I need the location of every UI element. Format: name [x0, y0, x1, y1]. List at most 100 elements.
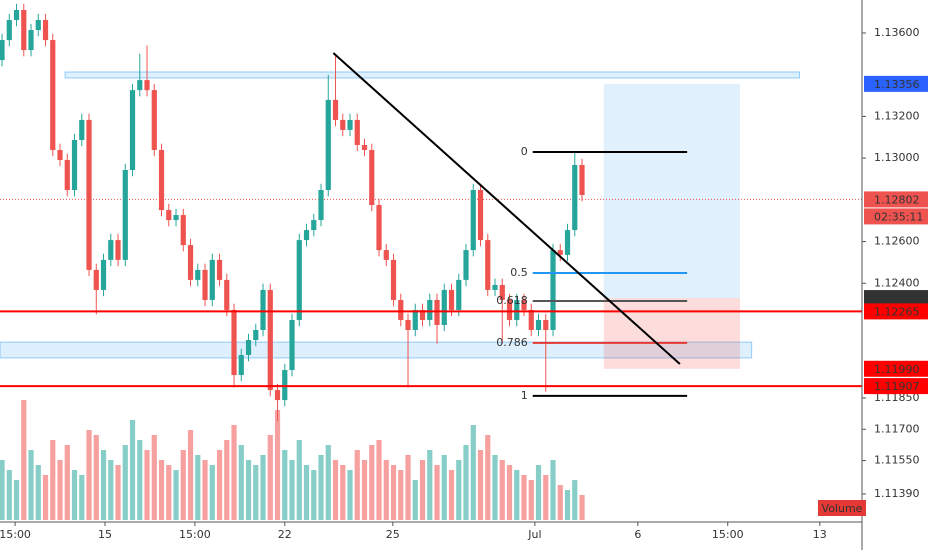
candle-body	[173, 215, 179, 221]
candle-body	[361, 144, 368, 150]
zone	[0, 341, 753, 359]
countdown-bg	[864, 208, 928, 225]
volume-bar	[245, 460, 252, 520]
candle-body	[144, 80, 150, 91]
volume-bar	[383, 460, 389, 520]
candle-body	[448, 289, 455, 310]
candle-body	[572, 164, 578, 231]
volume-bar	[93, 435, 99, 520]
volume-bar	[543, 475, 549, 520]
candle-body	[158, 149, 165, 211]
volume-bar	[35, 465, 41, 520]
volume-bar	[115, 465, 121, 520]
volume-bar	[296, 440, 302, 520]
volume-bar	[180, 450, 186, 520]
volume-bar	[398, 470, 404, 520]
candle-body	[477, 190, 484, 241]
profit-zone	[603, 83, 741, 299]
candle-body	[535, 319, 542, 330]
candle-body	[354, 119, 360, 145]
volume-bar	[71, 470, 78, 520]
candle-body	[427, 299, 433, 320]
candle-body	[463, 250, 469, 280]
candle-body	[441, 289, 447, 325]
candle-body	[260, 289, 266, 330]
level-tag-label: 1.12265	[874, 305, 920, 318]
candle-body	[115, 240, 121, 260]
candle-body	[6, 20, 12, 41]
trend-line	[332, 52, 681, 365]
candle-body	[296, 240, 302, 320]
candle-body	[35, 20, 41, 31]
fib-label: 0.786	[496, 336, 528, 349]
candle-body	[325, 99, 331, 191]
volume-bar	[340, 465, 346, 520]
volume-bar	[216, 450, 223, 520]
x-tick-label: 13	[813, 528, 827, 541]
candle-body	[231, 309, 237, 376]
candle-body	[245, 339, 252, 356]
volume-bar	[485, 435, 491, 520]
candle-body	[398, 299, 404, 320]
volume-bar	[137, 440, 143, 520]
volume-bar	[390, 465, 397, 520]
candle-body	[528, 309, 534, 330]
volume-bar	[557, 485, 563, 520]
fib-label: 0	[521, 145, 528, 158]
y-tick-label: 1.13600	[874, 26, 920, 39]
candle-body	[419, 309, 426, 320]
volume-bar	[0, 460, 5, 520]
volume-bar	[535, 465, 542, 520]
level-tag	[864, 303, 928, 320]
candle-body	[550, 250, 556, 330]
candle-body	[137, 80, 143, 91]
volume-bar	[260, 455, 266, 520]
candle-body	[108, 240, 114, 260]
volume-bar	[448, 470, 455, 520]
volume-bar	[412, 480, 418, 520]
candle-body	[187, 245, 194, 280]
candle-body	[303, 230, 310, 241]
candle-body	[180, 215, 186, 246]
volume-bar	[427, 450, 433, 520]
volume-bar	[253, 465, 259, 520]
volume-bar	[202, 460, 208, 520]
volume-bar	[238, 445, 244, 520]
entry-tag-label: 1.12329	[874, 292, 920, 305]
target-tag	[864, 75, 928, 92]
volume-bar	[28, 450, 34, 520]
volume-bar	[506, 465, 513, 520]
volume-bar	[129, 420, 136, 520]
volume-bar	[470, 425, 476, 520]
volume-bar	[187, 430, 194, 520]
candle-body	[492, 284, 498, 290]
volume-bar	[564, 490, 571, 520]
candle-body	[347, 119, 353, 130]
candle-body	[122, 169, 128, 260]
candle-body	[543, 319, 549, 330]
candle-body	[86, 119, 92, 270]
stop-tag	[864, 360, 928, 377]
candle-body	[129, 90, 136, 170]
y-tick-label: 1.12600	[874, 235, 920, 248]
candle-body	[216, 259, 223, 280]
candle-body	[57, 149, 63, 160]
candle-body	[499, 284, 505, 300]
candle-body	[209, 259, 215, 300]
x-tick-label: 15	[98, 528, 112, 541]
candle-body	[0, 40, 5, 61]
candle-body	[557, 250, 563, 255]
fib-label: 1	[521, 389, 528, 402]
level-tag-label: 1.11907	[874, 380, 920, 393]
volume-bar	[122, 445, 128, 520]
fib-label: 0.618	[496, 294, 528, 307]
x-tick-label: 6	[634, 528, 641, 541]
volume-bar	[6, 470, 12, 520]
candle-body	[202, 269, 208, 300]
volume-bar	[514, 470, 520, 520]
countdown: 02:35:11	[874, 210, 923, 223]
x-tick-label: 15:00	[0, 528, 31, 541]
y-tick-label: 1.11700	[874, 422, 920, 435]
x-tick-label: Jul	[527, 528, 541, 541]
volume-bar	[224, 440, 230, 520]
